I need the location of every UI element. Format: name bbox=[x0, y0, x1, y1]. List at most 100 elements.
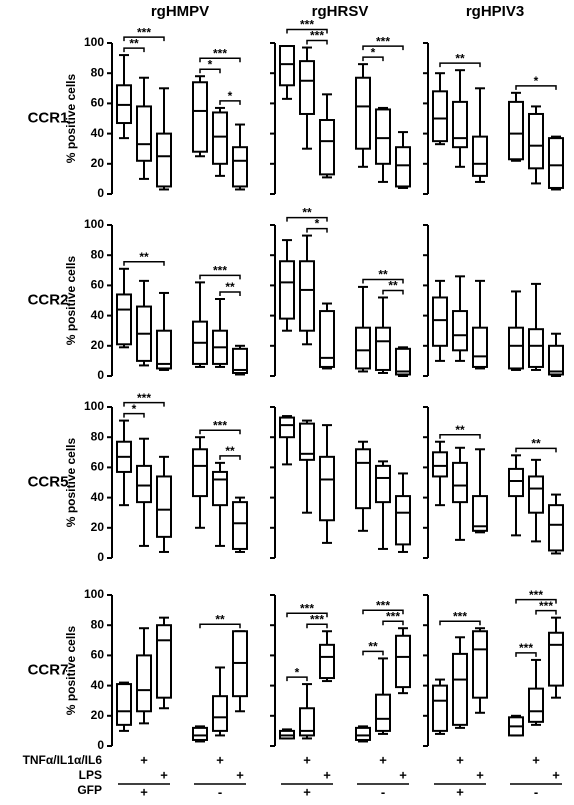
significance-bracket bbox=[286, 612, 328, 618]
group-sign: - bbox=[381, 784, 385, 799]
y-tick-label: 80 bbox=[91, 429, 105, 443]
box bbox=[375, 693, 391, 732]
box bbox=[472, 495, 488, 532]
significance-label: * bbox=[371, 45, 376, 59]
box bbox=[472, 630, 488, 699]
group-sign: - bbox=[534, 784, 538, 799]
significance-bracket bbox=[362, 650, 384, 656]
significance-bracket bbox=[362, 609, 404, 615]
y-tick-label: 60 bbox=[91, 96, 105, 110]
y-tick-label: 60 bbox=[91, 648, 105, 662]
significance-label: *** bbox=[213, 264, 227, 278]
box bbox=[192, 448, 208, 498]
box bbox=[212, 111, 228, 165]
significance-label: *** bbox=[213, 46, 227, 60]
significance-bracket bbox=[515, 652, 537, 657]
y-tick-label: 20 bbox=[91, 156, 105, 170]
significance-label: *** bbox=[529, 588, 543, 602]
box bbox=[319, 310, 335, 368]
box bbox=[432, 684, 448, 732]
significance-label: ** bbox=[225, 280, 235, 294]
box bbox=[528, 112, 544, 170]
significance-label: * bbox=[295, 665, 300, 679]
box bbox=[299, 260, 315, 332]
treatment-sign: + bbox=[236, 767, 244, 782]
y-tick-label: 100 bbox=[84, 35, 104, 49]
column-title: rgHMPV bbox=[151, 3, 209, 20]
treatment-label: LPS bbox=[79, 768, 102, 782]
y-tick-label: 0 bbox=[97, 550, 104, 564]
significance-bracket bbox=[286, 676, 308, 682]
significance-label: ** bbox=[378, 268, 388, 282]
box bbox=[472, 135, 488, 177]
treatment-sign: + bbox=[160, 767, 168, 782]
y-tick-label: 40 bbox=[91, 490, 105, 504]
significance-label: ** bbox=[225, 444, 235, 458]
box bbox=[319, 455, 335, 522]
box bbox=[452, 652, 468, 726]
group-sign: - bbox=[218, 784, 222, 799]
box bbox=[452, 310, 468, 352]
significance-bracket bbox=[362, 56, 384, 62]
significance-bracket bbox=[439, 433, 481, 439]
significance-label: * bbox=[315, 217, 320, 231]
box bbox=[432, 296, 448, 347]
y-tick-label: 80 bbox=[91, 65, 105, 79]
box bbox=[528, 328, 544, 368]
treatment-sign: + bbox=[552, 767, 560, 782]
box bbox=[432, 90, 448, 143]
y-tick-label: 60 bbox=[91, 278, 105, 292]
box bbox=[212, 695, 228, 732]
significance-label: *** bbox=[539, 599, 553, 613]
y-tick-label: 0 bbox=[97, 186, 104, 200]
significance-bracket bbox=[199, 68, 221, 74]
significance-label: * bbox=[208, 57, 213, 71]
box bbox=[432, 451, 448, 478]
box bbox=[395, 347, 411, 376]
significance-bracket bbox=[199, 274, 241, 280]
box bbox=[355, 448, 371, 510]
treatment-sign: + bbox=[456, 752, 464, 767]
column-title: rgHRSV bbox=[312, 3, 369, 20]
treatment-label: TNFα/IL1α/IL6 bbox=[23, 753, 103, 767]
significance-label: ** bbox=[139, 250, 149, 264]
y-tick-label: 40 bbox=[91, 308, 105, 322]
box bbox=[136, 654, 152, 713]
group-sign: + bbox=[303, 784, 311, 799]
box bbox=[355, 726, 371, 741]
treatment-sign: + bbox=[399, 767, 407, 782]
y-axis-label: % positive cells bbox=[64, 437, 78, 527]
significance-bracket bbox=[362, 45, 404, 51]
row-label: CCR7 bbox=[28, 661, 69, 678]
y-tick-label: 80 bbox=[91, 617, 105, 631]
y-tick-label: 40 bbox=[91, 126, 105, 140]
box bbox=[375, 464, 391, 504]
box bbox=[279, 416, 295, 439]
box bbox=[508, 467, 524, 498]
box bbox=[279, 260, 295, 320]
y-axis-label: % positive cells bbox=[64, 73, 78, 163]
significance-label: *** bbox=[519, 641, 533, 655]
significance-label: ** bbox=[302, 206, 312, 220]
significance-label: *** bbox=[376, 34, 390, 48]
y-tick-label: 80 bbox=[91, 247, 105, 261]
significance-bracket bbox=[123, 412, 145, 418]
box bbox=[452, 100, 468, 149]
box bbox=[548, 631, 564, 687]
significance-label: *** bbox=[213, 418, 227, 432]
significance-bracket bbox=[362, 278, 404, 284]
significance-bracket bbox=[306, 623, 328, 629]
box bbox=[156, 329, 172, 370]
treatment-sign: + bbox=[216, 752, 224, 767]
significance-bracket bbox=[199, 623, 241, 629]
significance-bracket bbox=[535, 609, 557, 615]
significance-label: ** bbox=[388, 279, 398, 293]
box bbox=[192, 81, 208, 153]
significance-bracket bbox=[515, 598, 557, 604]
treatment-sign: + bbox=[140, 752, 148, 767]
box bbox=[548, 344, 564, 376]
box bbox=[299, 422, 315, 461]
significance-label: ** bbox=[215, 612, 225, 626]
group-sign: + bbox=[456, 784, 464, 799]
